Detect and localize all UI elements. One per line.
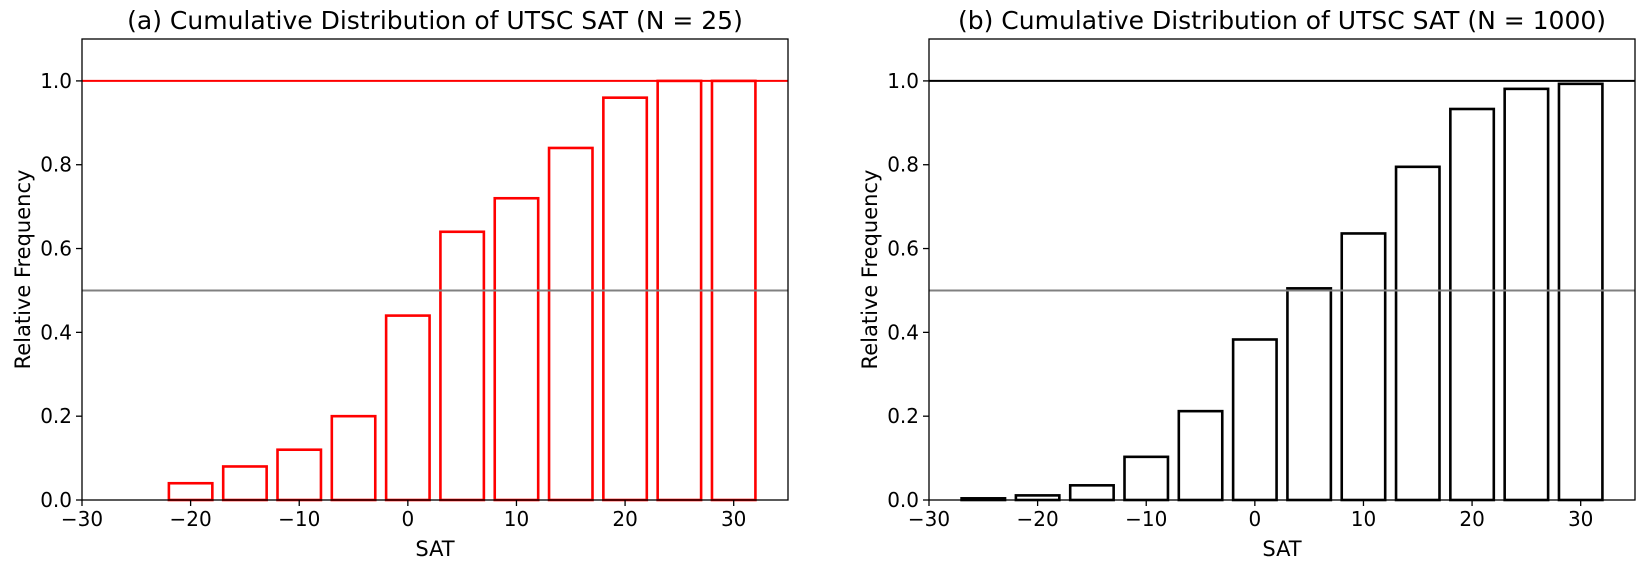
y-tick-label: 1.0	[40, 69, 72, 93]
y-tick-label: 0.6	[40, 237, 72, 261]
bar	[1557, 82, 1604, 502]
x-tick-label: −20	[1017, 507, 1059, 531]
plot-frame	[81, 38, 789, 501]
y-axis-label: Relative Frequency	[11, 170, 35, 370]
bar	[1177, 409, 1224, 502]
bar	[276, 448, 323, 502]
y-tick-label: 0.4	[887, 320, 919, 344]
x-tick-label: 30	[721, 507, 746, 531]
y-tick-label: 0.8	[40, 153, 72, 177]
bar	[1503, 87, 1550, 502]
y-axis-label: Relative Frequency	[858, 170, 882, 370]
x-tick-label: 10	[504, 507, 529, 531]
reference-lines	[82, 79, 788, 292]
plot-frame	[928, 38, 1636, 501]
x-tick-label: 20	[1459, 507, 1484, 531]
bar	[547, 146, 594, 502]
y-tick-label: 0.8	[887, 153, 919, 177]
x-tick-label: 0	[1248, 507, 1261, 531]
y-tick-label: 0.0	[40, 488, 72, 512]
y-axis-ticks: 0.0 0.2 0.4 0.6 0.8 1.0	[887, 69, 929, 512]
y-axis-ticks: 0.0 0.2 0.4 0.6 0.8 1.0	[40, 69, 82, 512]
bar	[1123, 455, 1170, 502]
y-tick-label: 0.2	[40, 404, 72, 428]
reference-lines	[929, 79, 1635, 292]
bar	[1231, 338, 1278, 502]
chart-panel-b: (b) Cumulative Distribution of UTSC SAT …	[858, 6, 1636, 561]
bar	[167, 481, 214, 502]
y-tick-label: 0.0	[887, 488, 919, 512]
x-tick-label: −10	[1125, 507, 1167, 531]
x-axis-label: SAT	[415, 537, 454, 561]
x-tick-label: −30	[908, 507, 950, 531]
bar	[1394, 165, 1441, 502]
bar	[1340, 232, 1387, 502]
y-tick-label: 0.6	[887, 237, 919, 261]
bar	[1014, 494, 1061, 502]
bar	[1449, 107, 1496, 502]
y-tick-label: 0.2	[887, 404, 919, 428]
x-tick-label: 10	[1351, 507, 1376, 531]
x-tick-label: −20	[170, 507, 212, 531]
y-tick-label: 1.0	[887, 69, 919, 93]
chart-title: (b) Cumulative Distribution of UTSC SAT …	[958, 6, 1606, 35]
x-tick-label: −30	[61, 507, 103, 531]
bar	[221, 465, 268, 502]
bar	[439, 230, 486, 502]
bar	[1068, 484, 1115, 502]
chart-panel-a: (a) Cumulative Distribution of UTSC SAT …	[11, 6, 789, 561]
bar-series	[960, 82, 1604, 502]
y-tick-label: 0.4	[40, 320, 72, 344]
x-tick-label: 20	[612, 507, 637, 531]
chart-title: (a) Cumulative Distribution of UTSC SAT …	[127, 6, 743, 35]
bar	[1286, 287, 1333, 502]
bar	[493, 196, 540, 502]
x-axis-ticks: −30 −20 −10 0 10 20 30	[908, 500, 1593, 531]
x-axis-label: SAT	[1262, 537, 1301, 561]
x-tick-label: 30	[1568, 507, 1593, 531]
x-axis-ticks: −30 −20 −10 0 10 20 30	[61, 500, 746, 531]
x-tick-label: 0	[401, 507, 414, 531]
bar	[602, 96, 649, 502]
x-tick-label: −10	[278, 507, 320, 531]
bar	[330, 414, 377, 502]
bar	[384, 314, 431, 502]
